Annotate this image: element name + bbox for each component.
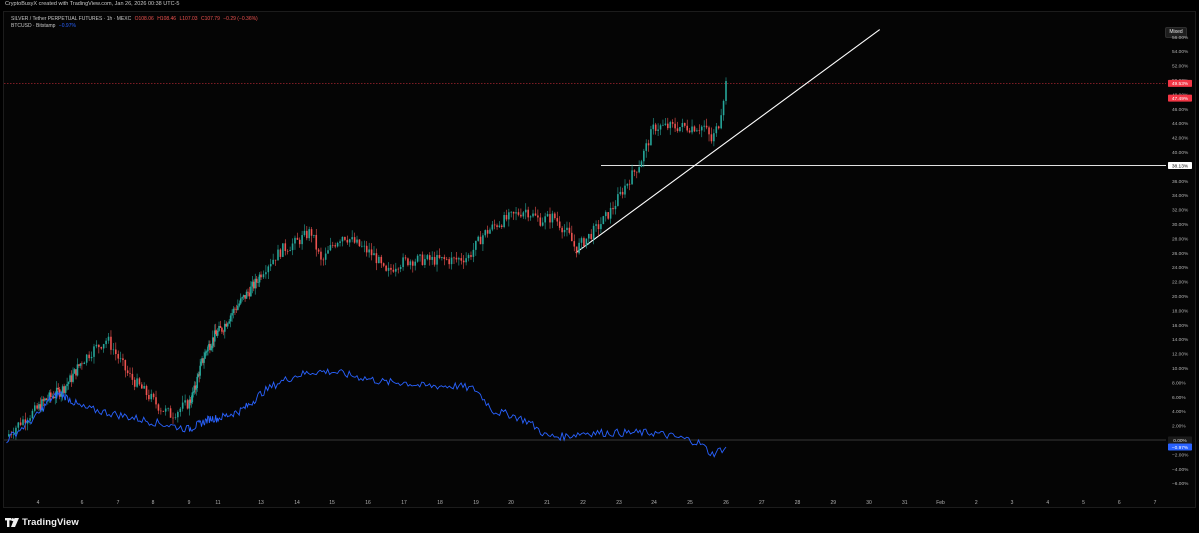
main-series-legend[interactable]: SILVER / Tether PERPETUAL FUTURES · 1h ·… (11, 16, 260, 22)
ohlc-high: H108.46 (157, 16, 177, 22)
ohlc-open: O108.06 (134, 16, 154, 22)
ohlc-low: L107.03 (179, 16, 198, 22)
chart-pane[interactable]: SILVER / Tether PERPETUAL FUTURES · 1h ·… (3, 11, 1196, 508)
ohlc-change: −0.29 (−0.36%) (223, 16, 258, 22)
ohlc-close: C107.79 (200, 16, 220, 22)
main-symbol-label: SILVER / Tether PERPETUAL FUTURES · 1h ·… (11, 16, 132, 22)
tradingview-logo-icon (5, 517, 19, 527)
scale-mode-button[interactable]: Mixed (1165, 27, 1187, 38)
compare-change: −0.97% (58, 23, 76, 29)
compare-series-legend[interactable]: BTCUSD · Bitstamp −0.97% (11, 23, 78, 29)
footer-bar: TradingView (0, 508, 1199, 533)
tradingview-logo: TradingView (5, 516, 79, 528)
tradingview-wordmark: TradingView (22, 516, 79, 528)
chart-credit: CryptoBusyX created with TradingView.com… (5, 1, 180, 7)
compare-symbol-label: BTCUSD · Bitstamp (11, 23, 56, 29)
